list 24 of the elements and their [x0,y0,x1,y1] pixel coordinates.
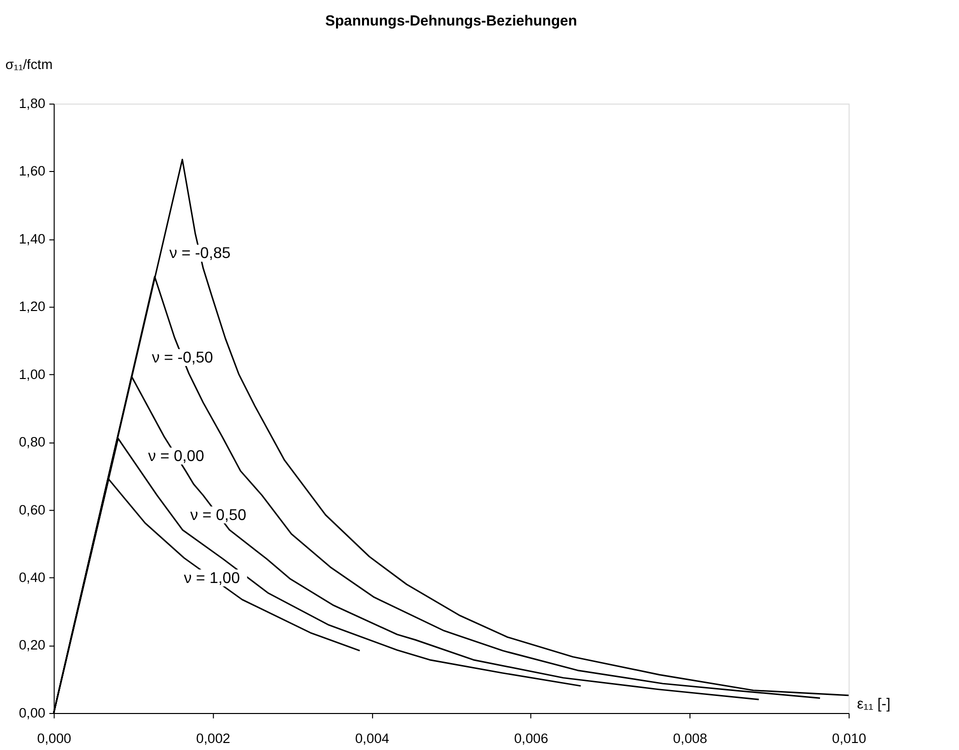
y-tick-label: 0,00 [18,705,46,720]
y-axis-title: σ₁₁/fctm [5,56,53,72]
x-tick-label: 0,006 [514,730,548,746]
y-tick-label: 1,60 [18,164,46,179]
annotation: ν = -0,85 [169,245,231,262]
annotation: ν = 0,00 [148,448,204,465]
annotation: ν = -0,50 [152,349,214,366]
y-tick-label: 1,40 [18,231,46,246]
x-tick-label: 0,000 [37,730,72,746]
y-tick-label: 0,60 [18,502,46,518]
y-tick-label: 0,20 [18,638,46,653]
x-axis-title: ε₁₁ [-] [856,696,890,713]
x-tick-label: 0,004 [355,730,390,746]
y-tick-label: 1,20 [18,299,46,314]
annotation: ν = 1,00 [184,570,240,587]
annotation: ν = 0,50 [190,506,247,524]
y-tick-label: 1,00 [18,366,46,382]
y-tick-label: 0,80 [18,434,46,450]
x-tick-label: 0,002 [196,730,230,746]
x-tick-label: 0,008 [673,730,708,746]
y-tick-label: 1,80 [18,96,46,112]
y-tick-label: 0,40 [18,570,46,585]
chart-title: Spannungs-Dehnungs-Beziehungen [325,13,578,30]
x-tick-label: 0,010 [832,730,867,746]
